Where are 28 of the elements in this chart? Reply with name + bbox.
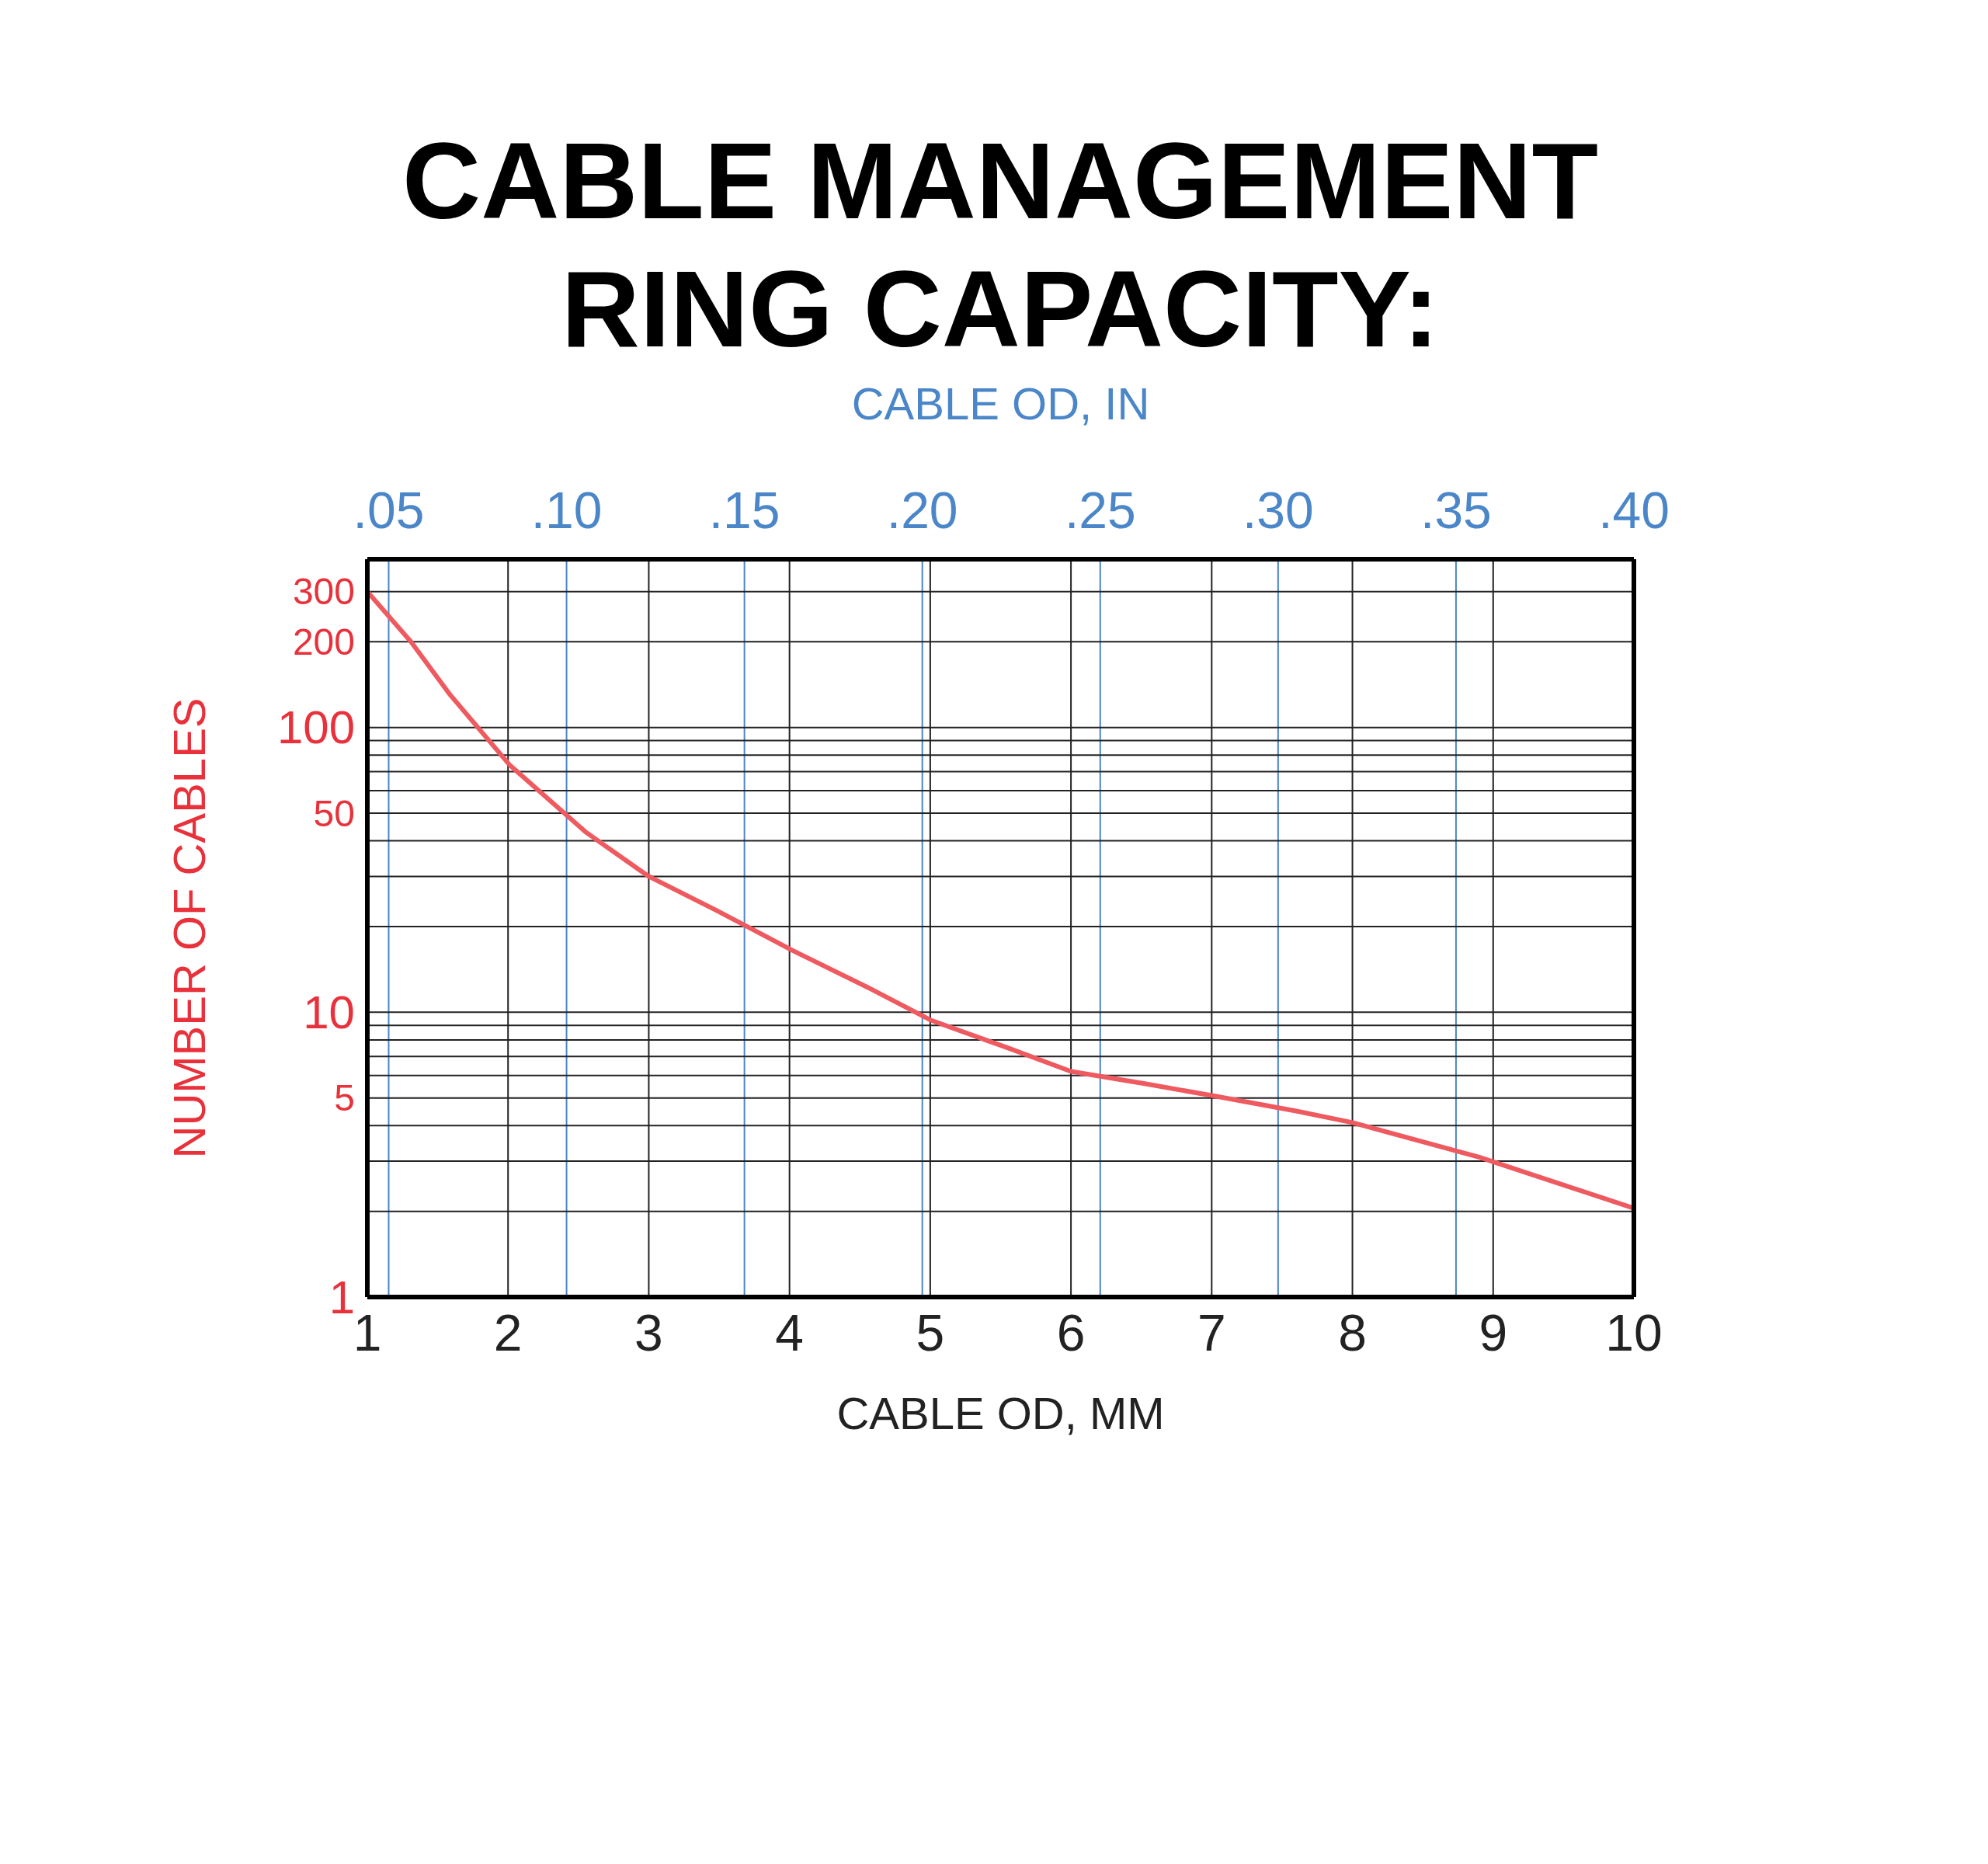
x2-tick-label: .35: [1420, 482, 1492, 539]
y-tick-label: 50: [313, 792, 355, 834]
x2-tick-label: .10: [530, 482, 603, 539]
x-tick-label: 8: [1338, 1303, 1367, 1361]
y-tick-label: 200: [292, 621, 355, 662]
x2-tick-label: .40: [1598, 482, 1670, 539]
x-tick-label: 4: [775, 1303, 805, 1361]
y-tick-label: 5: [334, 1077, 355, 1119]
x-tick-label: 9: [1479, 1303, 1508, 1361]
x-axis-title: CABLE OD, MM: [836, 1388, 1165, 1438]
x-tick-label: 5: [916, 1303, 945, 1361]
x2-tick-label: .05: [353, 482, 425, 539]
y-tick-label: 10: [303, 986, 355, 1038]
x-tick-label: 7: [1197, 1303, 1226, 1361]
y-tick-label: 1: [328, 1271, 355, 1323]
x2-tick-label: .25: [1064, 482, 1136, 539]
chart-title: CABLE MANAGEMENT RING CAPACITY:: [401, 119, 1599, 371]
y-tick-label: 100: [276, 701, 355, 754]
x-tick-label: 3: [634, 1303, 663, 1361]
x2-axis-title: CABLE OD, IN: [851, 378, 1150, 429]
x-tick-label: 10: [1605, 1303, 1663, 1361]
x2-tick-label: .30: [1242, 482, 1314, 539]
x-tick-label: 6: [1056, 1303, 1086, 1361]
x-tick-label: 2: [493, 1303, 523, 1361]
x2-tick-label: .15: [708, 482, 780, 539]
y-axis-title: NUMBER OF CABLES: [163, 697, 214, 1159]
x2-tick-label: .20: [886, 482, 958, 539]
y-tick-label: 300: [292, 571, 355, 613]
